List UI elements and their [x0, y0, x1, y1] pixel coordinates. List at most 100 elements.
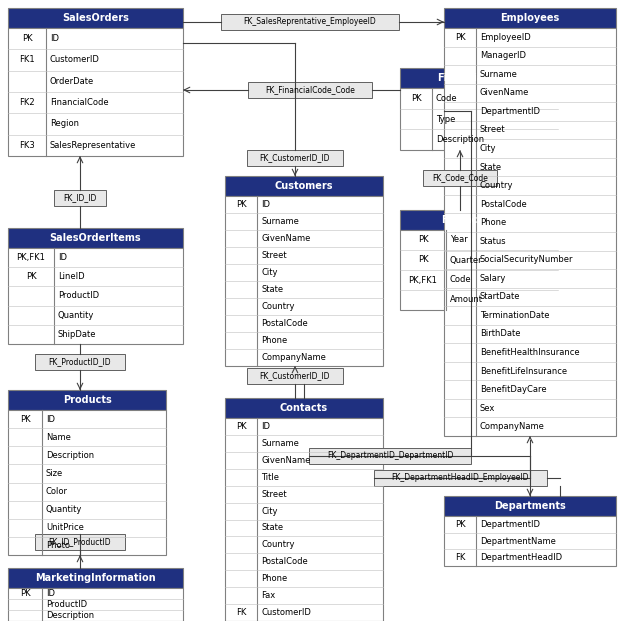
Text: Status: Status — [480, 237, 507, 246]
Text: Code: Code — [450, 276, 472, 284]
Text: CompanyName: CompanyName — [480, 422, 545, 431]
Bar — [225, 176, 383, 196]
Text: FK: FK — [236, 608, 246, 617]
Bar — [225, 196, 383, 366]
Text: Customers: Customers — [275, 181, 333, 191]
Bar — [400, 68, 558, 88]
Text: StartDate: StartDate — [480, 292, 520, 301]
Text: Description: Description — [46, 611, 94, 620]
Text: Products: Products — [62, 395, 111, 405]
Text: PK: PK — [20, 589, 31, 598]
Text: GivenName: GivenName — [261, 456, 310, 465]
Text: ID: ID — [50, 34, 59, 43]
Bar — [225, 398, 383, 418]
Bar — [221, 14, 399, 30]
Bar — [35, 534, 125, 550]
Text: State: State — [261, 524, 283, 532]
Text: FK1: FK1 — [19, 55, 35, 65]
Text: Quantity: Quantity — [58, 310, 94, 320]
Text: SalesRepresentative: SalesRepresentative — [50, 141, 137, 150]
Text: FK_SalesReprentative_EmployeeID: FK_SalesReprentative_EmployeeID — [243, 17, 376, 27]
Text: Phone: Phone — [261, 336, 287, 345]
Text: SalesOrderItems: SalesOrderItems — [50, 233, 141, 243]
Text: PK: PK — [26, 272, 36, 281]
Text: Street: Street — [261, 489, 286, 499]
Text: ProductID: ProductID — [58, 291, 99, 301]
Text: PK,FK1: PK,FK1 — [17, 253, 46, 262]
Text: CustomerID: CustomerID — [261, 608, 311, 617]
Text: City: City — [261, 268, 278, 277]
Text: BenefitDayCare: BenefitDayCare — [480, 385, 547, 394]
Text: Description: Description — [436, 135, 484, 144]
Bar — [225, 418, 383, 621]
Text: City: City — [480, 144, 497, 153]
Text: FinancialCodes: FinancialCodes — [437, 73, 520, 83]
Text: BirthDate: BirthDate — [480, 330, 520, 338]
Text: FK_FinancialCode_Code: FK_FinancialCode_Code — [265, 86, 355, 94]
Text: PK,FK1: PK,FK1 — [409, 276, 437, 284]
Text: LineID: LineID — [58, 272, 85, 281]
Text: Sex: Sex — [480, 404, 495, 413]
Text: ID: ID — [46, 589, 55, 598]
Text: Description: Description — [46, 451, 94, 460]
Text: UnitPrice: UnitPrice — [46, 524, 84, 532]
Text: FK_Code_Code: FK_Code_Code — [432, 173, 488, 183]
Text: Fax: Fax — [261, 591, 275, 600]
Text: Phone: Phone — [480, 218, 506, 227]
Text: FinancialCode: FinancialCode — [50, 98, 109, 107]
Text: PK: PK — [20, 415, 31, 424]
Bar — [8, 390, 166, 410]
Text: ID: ID — [261, 200, 270, 209]
Text: Phone: Phone — [261, 574, 287, 583]
Text: FK: FK — [455, 553, 465, 562]
Text: DepartmentID: DepartmentID — [480, 520, 540, 529]
Bar — [247, 150, 343, 166]
Text: DepartmentID: DepartmentID — [480, 107, 540, 116]
Bar — [8, 28, 183, 156]
Bar — [248, 82, 372, 98]
Bar — [8, 588, 183, 621]
Text: FK_ProductID_ID: FK_ProductID_ID — [49, 358, 111, 366]
Bar — [444, 496, 616, 516]
Bar — [8, 228, 183, 248]
Text: Country: Country — [480, 181, 514, 190]
Text: FK2: FK2 — [19, 98, 35, 107]
Bar — [400, 88, 558, 150]
Text: Amount: Amount — [450, 296, 483, 304]
Bar — [444, 516, 616, 566]
Text: PostalCode: PostalCode — [480, 200, 527, 209]
Text: PK: PK — [22, 34, 32, 43]
Text: FK_CustomerID_ID: FK_CustomerID_ID — [260, 371, 330, 381]
Text: PK: PK — [236, 422, 246, 431]
Text: Street: Street — [480, 125, 505, 135]
Bar — [400, 210, 558, 230]
Text: FK_DepartmentID_DepartmentID: FK_DepartmentID_DepartmentID — [327, 451, 453, 461]
Text: Employees: Employees — [500, 13, 560, 23]
Text: Size: Size — [46, 469, 63, 478]
Text: PostalCode: PostalCode — [261, 557, 308, 566]
Text: BenefitLifeInsurance: BenefitLifeInsurance — [480, 366, 567, 376]
Text: Departments: Departments — [494, 501, 566, 511]
Text: ShipDate: ShipDate — [58, 330, 97, 339]
Text: Contacts: Contacts — [280, 403, 328, 413]
Bar — [8, 248, 183, 344]
Text: SalesOrders: SalesOrders — [62, 13, 129, 23]
Bar — [8, 8, 183, 28]
Bar — [400, 230, 558, 310]
Text: Year: Year — [450, 235, 468, 245]
Text: GivenName: GivenName — [480, 88, 529, 97]
Text: Name: Name — [46, 433, 71, 442]
Text: PK: PK — [236, 200, 246, 209]
Text: SocialSecurityNumber: SocialSecurityNumber — [480, 255, 573, 265]
Bar — [247, 368, 343, 384]
Text: Salary: Salary — [480, 274, 506, 283]
Bar — [309, 448, 471, 464]
Text: CustomerID: CustomerID — [50, 55, 100, 65]
Text: Street: Street — [261, 251, 286, 260]
Text: Color: Color — [46, 487, 68, 496]
Text: DepartmentName: DepartmentName — [480, 537, 556, 545]
Text: PK: PK — [455, 520, 466, 529]
Text: PK: PK — [455, 33, 466, 42]
Bar — [444, 28, 616, 436]
Text: ID: ID — [261, 422, 270, 431]
